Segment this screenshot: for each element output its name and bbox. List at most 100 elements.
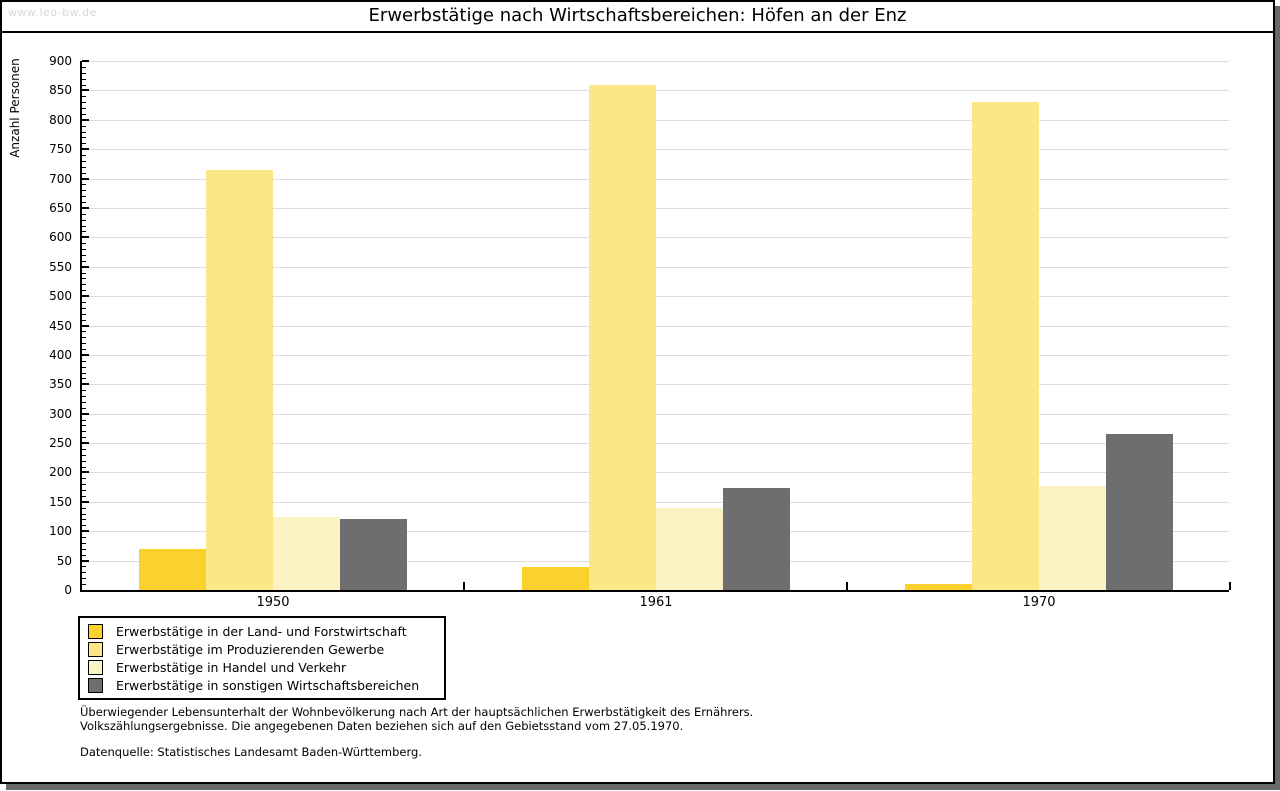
bar-1961-series2 [589, 84, 656, 590]
y-tick-label: 0 [64, 583, 72, 597]
legend-label: Erwerbstätige in sonstigen Wirtschaftsbe… [116, 677, 420, 693]
footnote-line: Volkszählungsergebnisse. Die angegebenen… [80, 718, 684, 733]
y-tick-label: 750 [49, 142, 72, 157]
bar-1950-series3 [273, 517, 340, 590]
bar-1970-series2 [972, 101, 1039, 590]
legend-row: Erwerbstätige im Produzierenden Gewerbe [80, 640, 444, 658]
y-axis-minor-tick [82, 172, 86, 174]
y-axis-major-tick [82, 236, 89, 239]
y-axis-major-tick [82, 295, 89, 298]
y-axis-minor-tick [82, 525, 86, 527]
y-axis-minor-tick [82, 448, 86, 450]
y-axis-minor-tick [82, 131, 86, 133]
y-axis-minor-tick [82, 225, 86, 227]
bar-1961-series4 [723, 488, 790, 590]
legend-swatch [88, 641, 103, 657]
y-axis-minor-tick [82, 290, 86, 292]
y-axis-minor-tick [82, 331, 86, 333]
y-axis-minor-tick [82, 108, 86, 110]
y-axis-major-tick [82, 500, 89, 503]
x-category-label: 1961 [639, 595, 673, 610]
y-axis-minor-tick [82, 366, 86, 368]
y-tick-label: 300 [49, 406, 72, 421]
y-axis-minor-tick [82, 278, 86, 280]
footnote-text: Überwiegender Lebensunterhalt der Wohnbe… [80, 705, 753, 733]
x-category-label: 1970 [1022, 595, 1056, 610]
y-axis-minor-tick [82, 537, 86, 539]
bar-1961-series1 [522, 567, 589, 590]
y-tick-label: 150 [49, 494, 72, 509]
y-axis-minor-tick [82, 196, 86, 198]
y-axis-minor-tick [82, 437, 86, 439]
y-axis-major-tick [82, 206, 89, 209]
y-axis-minor-tick [82, 519, 86, 521]
title-bar: www.leo-bw.de Erwerbstätige nach Wirtsch… [2, 2, 1273, 33]
y-axis-minor-tick [82, 507, 86, 509]
y-axis-minor-tick [82, 566, 86, 568]
y-axis-minor-tick [82, 143, 86, 145]
bar-1950-series1 [139, 549, 206, 590]
y-tick-label: 650 [49, 200, 72, 215]
y-axis-major-tick [82, 559, 89, 562]
y-axis-minor-tick [82, 231, 86, 233]
bar-1950-series2 [206, 169, 273, 590]
y-axis-minor-tick [82, 372, 86, 374]
y-tick-label: 550 [49, 259, 72, 274]
y-tick-label: 350 [49, 377, 72, 392]
y-axis-minor-tick [82, 260, 86, 262]
y-axis-minor-tick [82, 102, 86, 104]
y-axis-minor-tick [82, 484, 86, 486]
y-axis-minor-tick [82, 160, 86, 162]
y-axis-minor-tick [82, 272, 86, 274]
y-axis-minor-tick [82, 396, 86, 398]
legend-label: Erwerbstätige im Produzierenden Gewerbe [116, 641, 385, 657]
y-axis-minor-tick [82, 155, 86, 157]
y-axis-minor-tick [82, 513, 86, 515]
y-axis-minor-tick [82, 425, 86, 427]
y-tick-label: 850 [49, 83, 72, 98]
source-line: Datenquelle: Statistisches Landesamt Bad… [80, 745, 422, 759]
watermark: www.leo-bw.de [8, 6, 97, 19]
bar-1970-series3 [1039, 485, 1106, 590]
bar-1970-series1 [905, 584, 972, 590]
bar-1961-series3 [656, 508, 723, 590]
y-axis-minor-tick [82, 137, 86, 139]
y-axis-minor-tick [82, 490, 86, 492]
legend: Erwerbstätige in der Land- und Forstwirt… [78, 616, 446, 700]
y-axis-minor-tick [82, 584, 86, 586]
y-axis-major-tick [82, 442, 89, 445]
y-axis-minor-tick [82, 337, 86, 339]
y-axis-major-tick [82, 177, 89, 180]
y-axis-minor-tick [82, 319, 86, 321]
chart-title: Erwerbstätige nach Wirtschaftsbereichen:… [368, 5, 907, 26]
legend-label: Erwerbstätige in Handel und Verkehr [116, 659, 347, 675]
y-axis-minor-tick [82, 495, 86, 497]
x-axis-tick [846, 582, 848, 590]
y-axis-minor-tick [82, 307, 86, 309]
y-axis-minor-tick [82, 466, 86, 468]
y-axis-minor-tick [82, 125, 86, 127]
y-axis-minor-tick [82, 301, 86, 303]
y-axis-minor-tick [82, 254, 86, 256]
gridline [82, 61, 1229, 62]
y-axis-minor-tick [82, 84, 86, 86]
legend-swatch [88, 623, 103, 639]
y-axis-major-tick [82, 60, 89, 62]
y-tick-label: 100 [49, 524, 72, 539]
bar-1970-series4 [1106, 433, 1173, 590]
y-axis-minor-tick [82, 378, 86, 380]
y-axis-major-tick [82, 471, 89, 474]
plot-area [80, 60, 1231, 592]
y-tick-label: 500 [49, 289, 72, 304]
y-tick-label: 50 [56, 553, 72, 568]
y-axis-minor-tick [82, 243, 86, 245]
y-axis-minor-tick [82, 478, 86, 480]
y-axis-minor-tick [82, 313, 86, 315]
y-axis-minor-tick [82, 78, 86, 80]
y-axis-minor-tick [82, 96, 86, 98]
y-tick-label: 900 [49, 54, 72, 68]
y-axis-major-tick [82, 530, 89, 533]
y-axis-major-tick [82, 148, 89, 151]
y-tick-label: 200 [49, 465, 72, 480]
y-axis-major-tick [82, 89, 89, 92]
